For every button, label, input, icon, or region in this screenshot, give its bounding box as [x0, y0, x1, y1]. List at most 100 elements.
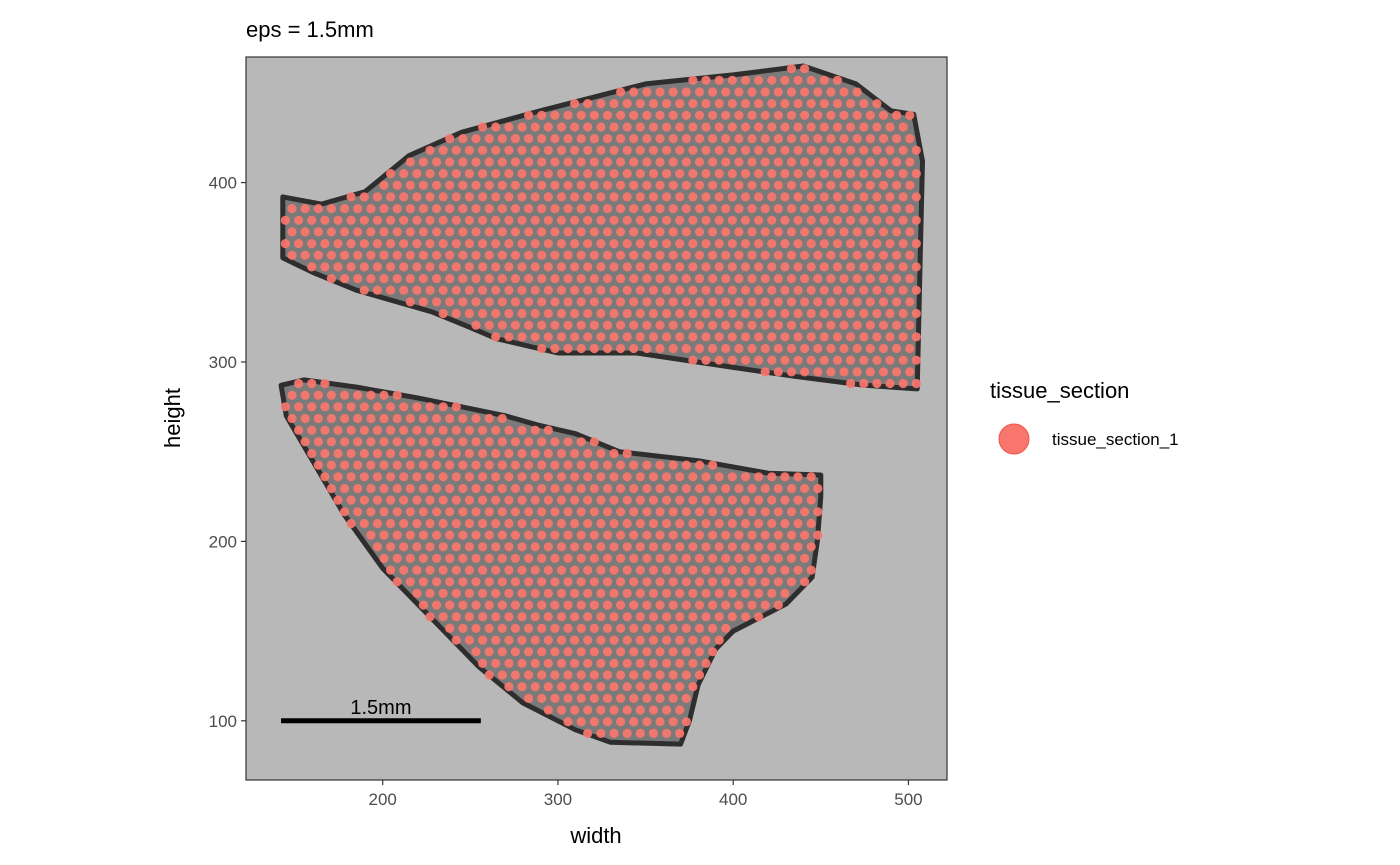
data-point: [576, 553, 586, 564]
data-point: [497, 180, 507, 190]
data-point: [826, 87, 836, 97]
data-point: [504, 542, 514, 552]
data-point: [517, 215, 527, 225]
data-point: [589, 483, 599, 494]
data-point: [451, 542, 461, 552]
data-point: [504, 215, 514, 225]
data-point: [878, 250, 889, 260]
data-point: [701, 495, 711, 505]
data-point: [662, 169, 672, 179]
data-point: [642, 180, 652, 190]
data-point: [865, 110, 875, 120]
data-point: [760, 274, 770, 284]
data-point: [740, 518, 751, 529]
data-point: [471, 297, 481, 307]
data-point: [898, 308, 908, 319]
data-point: [635, 192, 645, 202]
data-point: [609, 472, 619, 482]
data-point: [721, 134, 731, 144]
data-point: [576, 134, 586, 144]
data-point: [609, 332, 619, 342]
data-point: [648, 262, 659, 272]
data-point: [681, 670, 691, 680]
data-point: [885, 239, 895, 249]
data-point: [773, 600, 783, 610]
data-point: [813, 157, 823, 167]
data-point: [464, 612, 474, 622]
data-point: [793, 332, 803, 342]
data-point: [471, 157, 481, 167]
data-point: [721, 110, 731, 120]
data-point: [701, 99, 711, 109]
data-point: [885, 215, 895, 225]
data-point: [491, 308, 501, 319]
panel-border: [245, 56, 948, 781]
data-point: [701, 658, 711, 669]
data-point: [754, 215, 764, 225]
data-point: [806, 122, 816, 132]
data-point: [892, 157, 902, 167]
data-point: [773, 343, 783, 354]
data-point: [451, 425, 461, 435]
data-point: [320, 378, 330, 389]
data-point: [445, 413, 455, 424]
data-point: [425, 448, 435, 459]
data-point: [524, 180, 534, 190]
data-point: [668, 227, 678, 237]
data-point: [727, 495, 737, 505]
data-point: [379, 507, 389, 517]
chart-title: eps = 1.5mm: [246, 17, 374, 42]
data-point: [839, 367, 849, 377]
legend-key-tissue_section_1: [998, 423, 1030, 455]
data-point: [662, 192, 672, 202]
data-point: [905, 157, 915, 167]
data-point: [478, 239, 488, 249]
data-point: [583, 705, 593, 715]
data-point: [602, 507, 613, 517]
data-point: [648, 658, 659, 669]
data-point: [846, 215, 856, 225]
data-point: [648, 612, 659, 622]
data-point: [826, 343, 836, 354]
data-point: [583, 682, 593, 692]
data-point: [655, 343, 665, 354]
data-point: [484, 227, 494, 237]
data-point: [530, 169, 540, 179]
data-point: [760, 483, 770, 494]
data-point: [747, 157, 757, 167]
data-point: [806, 285, 816, 295]
data-point: [898, 378, 908, 389]
scale-bar-label: 1.5mm: [350, 697, 411, 719]
data-point: [596, 192, 606, 202]
data-point: [596, 682, 606, 692]
data-point: [504, 518, 514, 529]
data-point: [504, 612, 514, 622]
data-point: [386, 239, 396, 249]
data-point: [524, 437, 534, 447]
data-point: [688, 75, 698, 85]
data-point: [622, 705, 632, 715]
data-point: [418, 460, 428, 470]
data-point: [872, 122, 882, 132]
data-point: [471, 204, 481, 214]
data-point: [898, 239, 908, 249]
data-point: [524, 553, 534, 564]
data-point: [642, 343, 652, 354]
data-point: [379, 227, 389, 237]
data-point: [629, 343, 639, 354]
data-point: [491, 215, 501, 225]
x-axis: 200 300 400 500: [369, 780, 923, 809]
data-point: [386, 518, 396, 529]
data-point: [359, 285, 369, 295]
data-point: [392, 274, 402, 284]
data-point: [510, 227, 520, 237]
data-point: [616, 693, 626, 704]
data-point: [491, 262, 501, 272]
data-point: [510, 204, 520, 214]
data-point: [813, 483, 823, 494]
data-point: [589, 274, 599, 284]
data-point: [767, 169, 777, 179]
data-point: [399, 402, 409, 412]
data-point: [767, 355, 777, 365]
data-point: [576, 274, 586, 284]
